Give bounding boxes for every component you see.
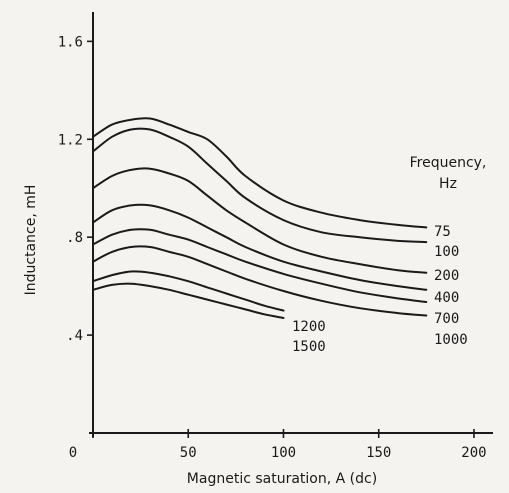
legend-title-line1: Frequency,: [410, 155, 487, 171]
series-line-1500: [92, 282, 285, 319]
series-line-100: [92, 127, 428, 244]
legend-title-line2: Hz: [439, 176, 457, 192]
series-label-400: 400: [434, 290, 459, 306]
y-tick-label: 1.2: [58, 132, 83, 148]
series-line-75: [92, 117, 428, 229]
axes: [89, 12, 493, 437]
ticks: 0 50 100 150 200 .4 .8 1.2 1.6: [58, 34, 487, 461]
y-axis-label: Inductance, mH: [23, 185, 39, 296]
series-labels: 75 100 200 400 700 1000 1200 1500: [292, 224, 468, 355]
series-line-400: [92, 203, 428, 291]
curves: [92, 117, 428, 319]
x-tick-label: 150: [366, 445, 391, 461]
series-line-1000: [92, 245, 428, 317]
series-label-700: 700: [434, 311, 459, 327]
series-label-1500: 1500: [292, 339, 326, 355]
y-tick-label: 1.6: [58, 34, 83, 50]
series-label-100: 100: [434, 244, 459, 260]
series-line-700: [92, 228, 428, 303]
x-tick-label: 100: [271, 445, 296, 461]
x-tick-label: 50: [180, 445, 197, 461]
series-label-75: 75: [434, 224, 451, 240]
y-tick-label: .8: [66, 230, 83, 246]
series-label-1000: 1000: [434, 332, 468, 348]
x-tick-label: 200: [461, 445, 486, 461]
y-tick-label: .4: [66, 328, 83, 344]
series-label-200: 200: [434, 268, 459, 284]
series-line-1200: [92, 270, 285, 312]
x-tick-label: 0: [69, 445, 77, 461]
series-line-200: [92, 167, 428, 274]
x-axis-label: Magnetic saturation, A (dc): [187, 471, 377, 487]
series-label-1200: 1200: [292, 319, 326, 335]
